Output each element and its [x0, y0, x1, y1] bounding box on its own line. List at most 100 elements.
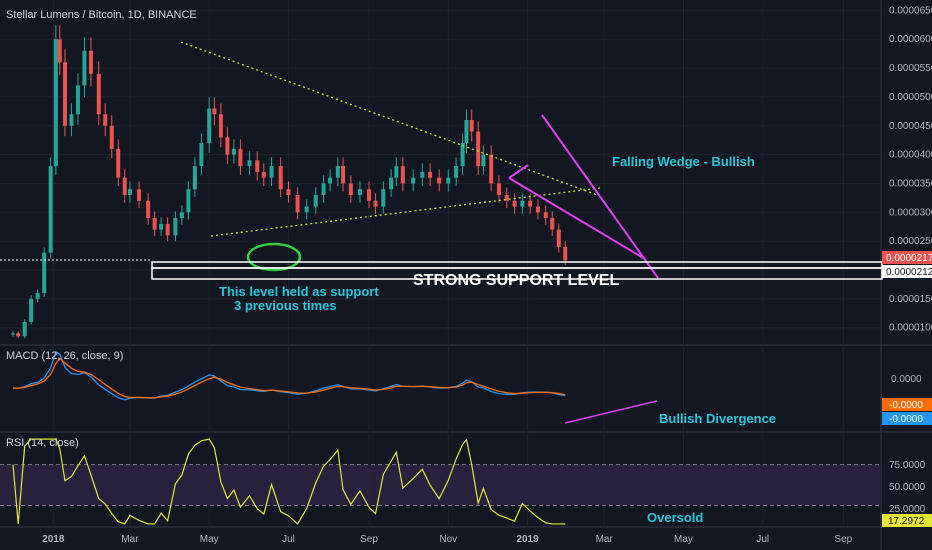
wedge-top-join	[508, 164, 529, 179]
candle-body	[389, 177, 394, 190]
wedge-annotation: Falling Wedge - Bullish	[612, 154, 755, 169]
candle-body	[103, 114, 108, 126]
time-tick-label: Jul	[282, 534, 295, 545]
candle-body	[173, 218, 178, 236]
candle-body	[489, 154, 494, 184]
rsi-last-badge	[882, 514, 932, 527]
time-tick-label: May	[200, 534, 219, 545]
macd-badge-2	[882, 412, 932, 425]
candle-body	[460, 143, 465, 167]
candle-body	[563, 246, 568, 261]
price-tick-label: 0.00003000	[889, 207, 932, 218]
candle-body	[10, 333, 15, 335]
candle-body	[373, 200, 378, 207]
price-tick-label: 0.00001500	[889, 294, 932, 305]
candle-body	[535, 206, 540, 213]
support-ellipse	[246, 242, 302, 272]
candle-body	[75, 85, 80, 115]
candle-body	[247, 160, 252, 167]
support-price-badge	[882, 265, 932, 278]
rsi-line	[12, 438, 566, 525]
price-tick-label: 0.00003500	[889, 178, 932, 189]
candle-body	[48, 166, 53, 253]
candle-body	[400, 166, 405, 184]
candle-body	[348, 183, 353, 195]
candle-body	[321, 183, 326, 195]
candle-body	[165, 223, 170, 236]
candle-body	[512, 200, 517, 207]
candle-body	[57, 39, 62, 63]
candle-body	[481, 154, 486, 167]
time-tick-label: Mar	[121, 534, 139, 545]
candle-body	[53, 39, 58, 167]
candle-body	[504, 195, 509, 201]
candle-body	[556, 229, 561, 247]
lower-trendline	[210, 187, 601, 237]
divergence-line	[564, 400, 658, 424]
candle-body	[420, 171, 425, 178]
candle-body	[186, 189, 191, 213]
candles	[10, 25, 568, 339]
time-tick-label: May	[674, 534, 693, 545]
candle-body	[127, 189, 132, 195]
macd-signal-line	[12, 357, 566, 399]
support-price-badge-text: 0.00002124	[886, 267, 932, 278]
rsi-tick-75: 75.0000	[889, 460, 926, 471]
candle-body	[394, 166, 399, 178]
candle-body	[255, 160, 260, 172]
chart-title: Stellar Lumens / Bitcoin, 1D, BINANCE	[6, 9, 197, 21]
candle-body	[69, 114, 74, 126]
candle-body	[496, 183, 501, 195]
time-axis: 2018 Mar May Jul Sep Nov 2019 Mar May Jul Sep	[42, 534, 852, 545]
candle-body	[381, 189, 386, 207]
candle-body	[22, 321, 27, 337]
macd-badge-2-text: -0.0000	[889, 414, 923, 425]
candle-body	[62, 62, 67, 126]
candle-body	[278, 166, 283, 190]
candle-body	[225, 137, 230, 155]
candle-body	[35, 293, 40, 299]
candle-body	[520, 200, 525, 207]
candle-body	[286, 189, 291, 195]
macd-zero-tick: 0.0000	[891, 374, 922, 385]
support-level-label: STRONG SUPPORT LEVEL	[413, 272, 619, 289]
candle-body	[82, 50, 87, 86]
price-tick-label: 0.00002500	[889, 236, 932, 247]
candle-body	[192, 166, 197, 190]
candle-body	[313, 195, 318, 207]
support-note-line-1: This level held as support	[219, 284, 379, 299]
price-tick-label: 0.00005500	[889, 63, 932, 74]
candle-body	[122, 177, 127, 195]
rsi-label: RSI (14, close)	[6, 437, 79, 449]
price-tick-label: 0.00005000	[889, 92, 932, 103]
last-price-badge-text: 0.00002174	[886, 253, 932, 264]
candle-body	[335, 166, 340, 178]
candle-body	[212, 108, 217, 115]
candle-body	[16, 333, 21, 337]
rsi-band	[0, 464, 881, 506]
candle-body	[88, 50, 93, 74]
candle-body	[428, 171, 433, 178]
candle-body	[96, 73, 101, 115]
candle-body	[199, 143, 204, 167]
candle-body	[464, 120, 469, 144]
candle-body	[367, 189, 372, 201]
candle-body	[454, 166, 459, 178]
candle-body	[528, 200, 533, 207]
divergence-annotation: Bullish Divergence	[659, 411, 776, 426]
candle-body	[218, 114, 223, 138]
candle-body	[261, 171, 266, 178]
candle-body	[137, 189, 142, 201]
wedge-lower-line	[508, 177, 646, 260]
time-tick-label: 2018	[42, 534, 65, 545]
wedge-upper-line	[541, 114, 659, 279]
candle-body	[295, 195, 300, 213]
candle-body	[446, 177, 451, 184]
candle-body	[207, 108, 212, 144]
candle-body	[159, 223, 164, 230]
candle-body	[146, 200, 151, 219]
macd-badge-1	[882, 398, 932, 411]
candle-body	[357, 189, 362, 195]
